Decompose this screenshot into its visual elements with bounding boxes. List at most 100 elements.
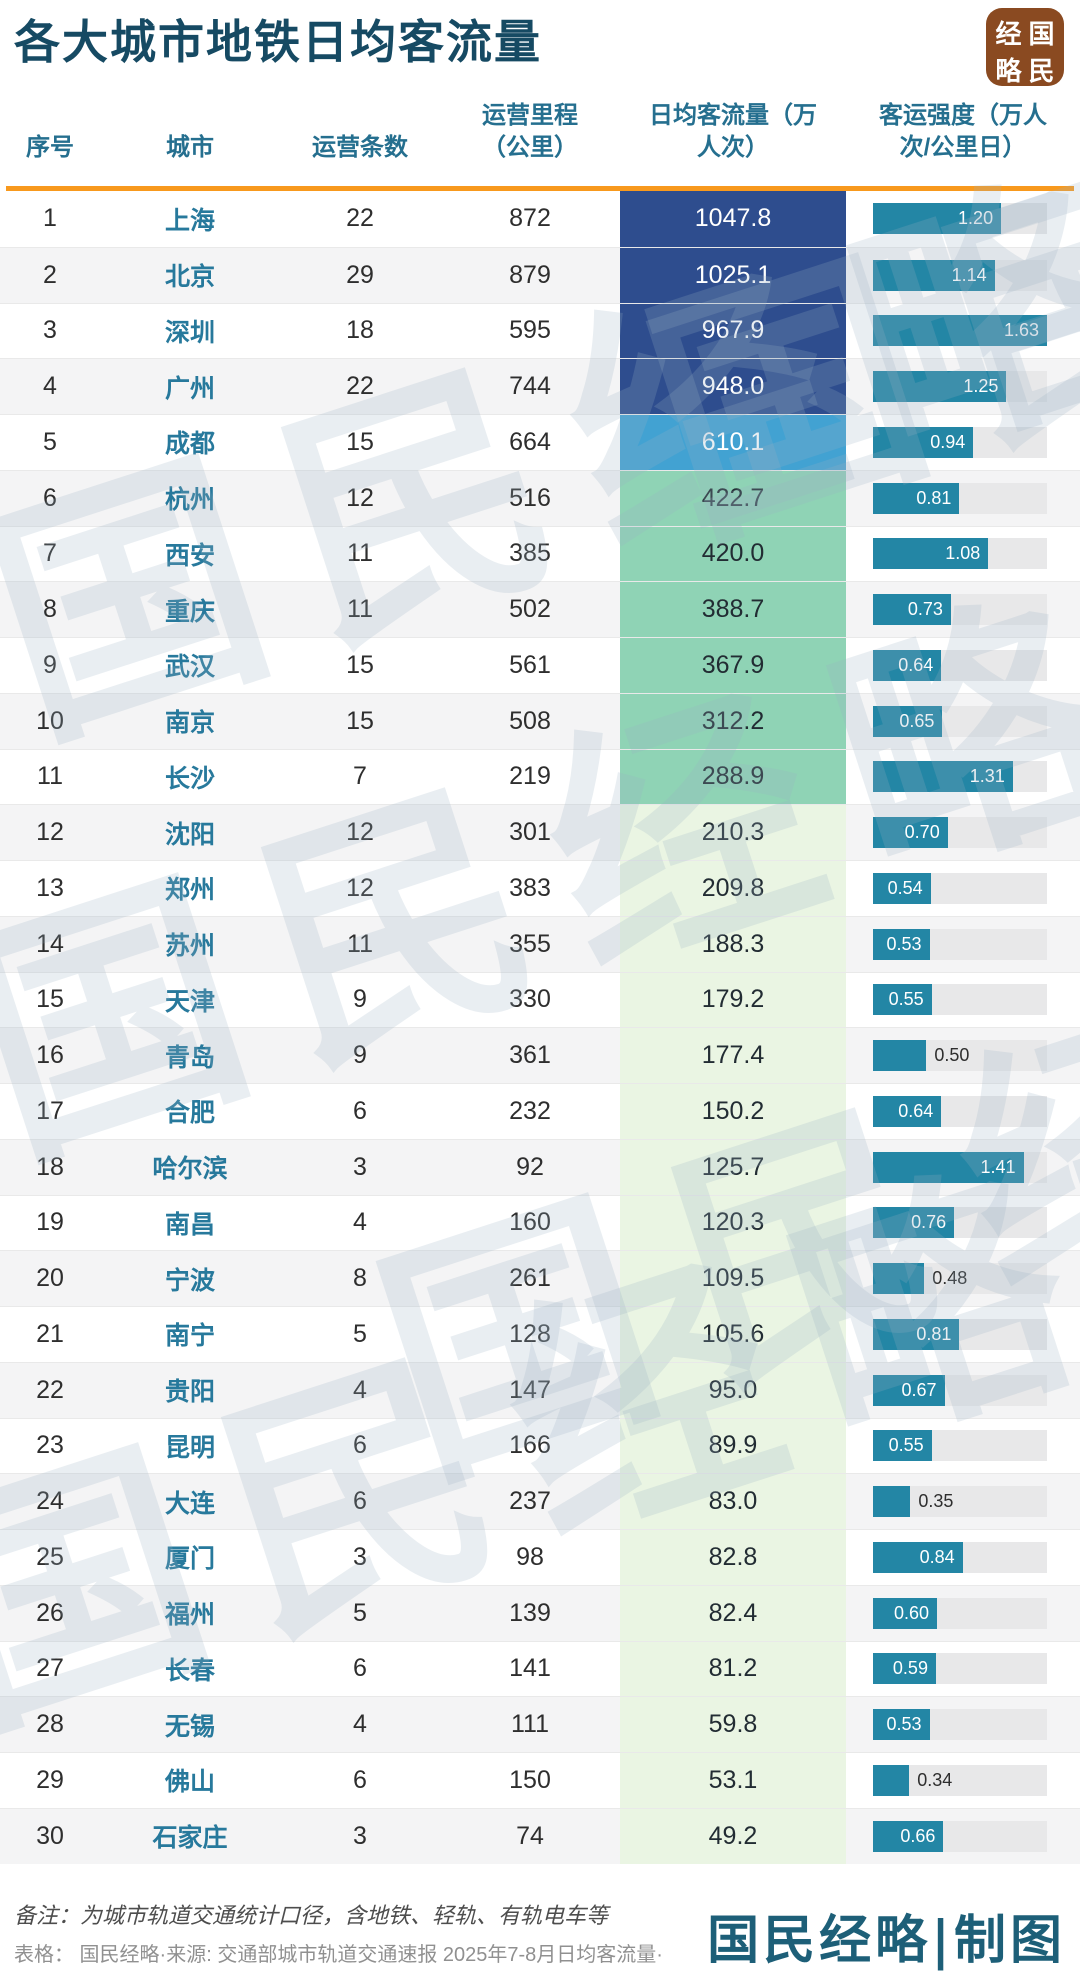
intensity-cell: 0.76 [846, 1196, 1080, 1251]
intensity-value: 0.66 [900, 1825, 936, 1846]
city-cell: 南京 [164, 709, 215, 738]
intensity-cell: 1.25 [846, 359, 1080, 414]
intensity-value: 1.63 [1003, 320, 1039, 341]
lines-cell: 15 [346, 650, 374, 679]
table-row: 1 上海 22 872 1047.8 1.20 [0, 191, 1080, 247]
intensity-value: 1.25 [963, 376, 999, 397]
intensity-bar: 0.55 [873, 1430, 932, 1462]
intensity-cell: 0.66 [846, 1809, 1080, 1864]
rank-cell: 9 [43, 650, 57, 679]
flow-cell: 388.7 [620, 582, 846, 637]
city-cell: 厦门 [164, 1545, 215, 1574]
intensity-cell: 0.67 [846, 1363, 1080, 1418]
rank-cell: 4 [43, 372, 57, 401]
intensity-bar-track: 0.55 [873, 1430, 1047, 1462]
intensity-cell: 0.70 [846, 805, 1080, 860]
city-cell: 贵阳 [164, 1378, 215, 1407]
city-cell: 合肥 [164, 1099, 215, 1128]
lines-cell: 11 [347, 595, 373, 624]
intensity-value: 0.64 [898, 1100, 934, 1121]
intensity-value: 0.34 [917, 1769, 953, 1790]
intensity-bar-track: 0.70 [873, 817, 1047, 849]
rank-cell: 7 [43, 539, 57, 568]
city-cell: 无锡 [164, 1712, 215, 1741]
rank-cell: 16 [36, 1041, 64, 1070]
col-header-lines: 运营条数 [312, 134, 408, 161]
intensity-bar-track: 1.08 [873, 538, 1047, 570]
table-row: 2 北京 29 879 1025.1 1.14 [0, 246, 1080, 303]
intensity-cell: 0.73 [846, 582, 1080, 637]
intensity-bar-track: 0.59 [873, 1653, 1047, 1685]
intensity-bar-track: 0.73 [873, 594, 1047, 626]
intensity-value: 0.84 [919, 1546, 955, 1567]
city-cell: 成都 [164, 430, 215, 459]
flow-cell: 1047.8 [620, 191, 846, 247]
table-row: 26 福州 5 139 82.4 0.60 [0, 1584, 1080, 1641]
flow-cell: 81.2 [620, 1641, 846, 1697]
rank-cell: 20 [36, 1264, 64, 1293]
intensity-cell: 0.48 [846, 1251, 1080, 1306]
table-row: 8 重庆 11 502 388.7 0.73 [0, 581, 1080, 637]
intensity-bar: 0.53 [873, 1709, 930, 1741]
intensity-cell: 0.59 [846, 1642, 1080, 1697]
intensity-cell: 1.63 [846, 304, 1080, 359]
intensity-value: 0.55 [888, 1435, 924, 1456]
intensity-cell: 0.55 [846, 973, 1080, 1028]
flow-cell: 53.1 [620, 1753, 846, 1808]
intensity-value: 0.67 [901, 1379, 937, 1400]
intensity-cell: 0.55 [846, 1419, 1080, 1474]
table-row: 9 武汉 15 561 367.9 0.64 [0, 637, 1080, 693]
intensity-cell: 0.53 [846, 1697, 1080, 1752]
brand-logo: 经 国 略 民 [986, 8, 1064, 87]
rank-cell: 12 [36, 818, 64, 847]
rank-cell: 6 [43, 483, 57, 512]
flow-cell: 125.7 [620, 1139, 846, 1195]
city-cell: 长沙 [164, 764, 215, 793]
intensity-bar: 1.14 [873, 259, 995, 291]
lines-cell: 11 [347, 539, 373, 568]
intensity-bar: 0.84 [873, 1541, 963, 1573]
table-row: 15 天津 9 330 179.2 0.55 [0, 971, 1080, 1028]
rank-cell: 17 [36, 1096, 64, 1125]
mileage-cell: 219 [509, 762, 551, 791]
intensity-bar [873, 1764, 910, 1796]
rank-cell: 18 [36, 1152, 64, 1181]
intensity-cell: 0.34 [846, 1753, 1080, 1808]
intensity-bar: 0.55 [873, 984, 932, 1016]
city-cell: 上海 [164, 206, 215, 235]
intensity-bar: 0.64 [873, 1095, 942, 1127]
city-cell: 佛山 [164, 1768, 215, 1797]
lines-cell: 9 [353, 1041, 367, 1070]
mileage-cell: 261 [509, 1264, 551, 1293]
intensity-bar-track: 1.14 [873, 259, 1047, 291]
table-row: 10 南京 15 508 312.2 0.65 [0, 692, 1080, 749]
intensity-value: 0.64 [898, 654, 934, 675]
mileage-cell: 385 [509, 539, 551, 568]
intensity-value: 0.73 [907, 599, 943, 620]
intensity-cell: 0.35 [846, 1474, 1080, 1529]
intensity-bar-track: 0.55 [873, 984, 1047, 1016]
lines-cell: 3 [353, 1821, 367, 1850]
intensity-value: 0.60 [894, 1602, 930, 1623]
mileage-cell: 664 [509, 427, 551, 456]
rank-cell: 10 [36, 706, 64, 735]
intensity-value: 0.53 [886, 933, 922, 954]
flow-cell: 179.2 [620, 972, 846, 1028]
city-cell: 杭州 [164, 486, 215, 515]
lines-cell: 9 [353, 985, 367, 1014]
logo-char: 经 [995, 20, 1022, 50]
intensity-bar-track: 0.53 [873, 928, 1047, 960]
intensity-bar: 0.65 [873, 705, 943, 737]
intensity-bar-track: 1.25 [873, 371, 1047, 403]
mileage-cell: 744 [509, 372, 551, 401]
city-cell: 苏州 [164, 932, 215, 961]
intensity-bar: 1.41 [873, 1151, 1024, 1183]
intensity-cell: 0.65 [846, 694, 1080, 749]
table-row: 13 郑州 12 383 209.8 0.54 [0, 860, 1080, 916]
intensity-bar-track: 0.48 [873, 1263, 1047, 1295]
intensity-bar-track: 0.66 [873, 1820, 1047, 1852]
flow-cell: 210.3 [620, 805, 846, 860]
rank-cell: 19 [36, 1208, 64, 1237]
flow-cell: 177.4 [620, 1028, 846, 1083]
table-row: 19 南昌 4 160 120.3 0.76 [0, 1194, 1080, 1251]
